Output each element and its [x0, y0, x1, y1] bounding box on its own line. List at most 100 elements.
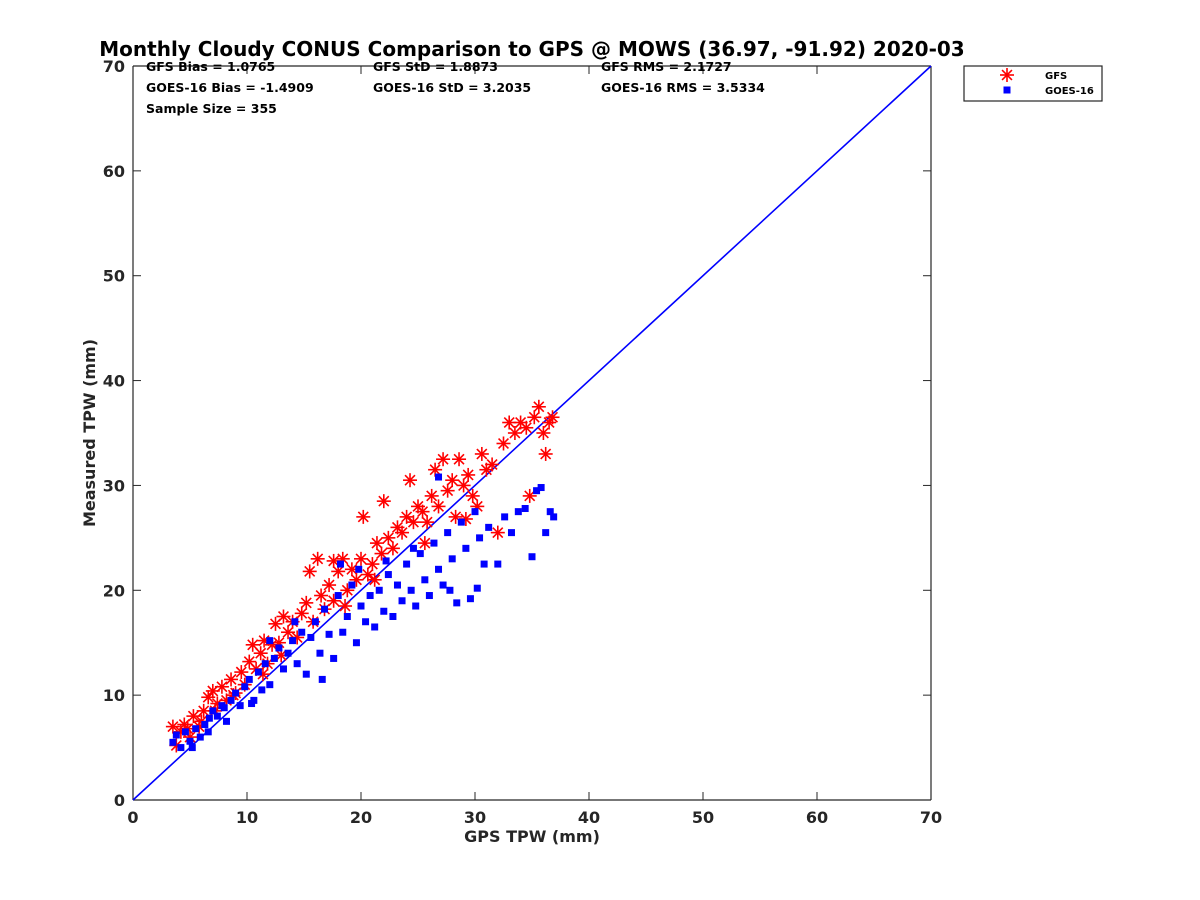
gfs-point [424, 488, 439, 503]
gfs-point [465, 488, 480, 503]
gfs-point [485, 457, 500, 472]
goes-16-point [192, 725, 200, 733]
goes-16-point [330, 654, 338, 662]
goes-16-point [316, 649, 324, 657]
stats-annotations: GFS Bias = 1.0765 GFS StD = 1.8873 GFS RMS… [146, 59, 765, 116]
goes-16-point [471, 508, 479, 516]
goes-16-point [537, 484, 545, 492]
gfs-point [322, 578, 337, 593]
x-tick-label: 10 [236, 808, 258, 827]
goes-16-point [334, 592, 342, 600]
goes-16-point [232, 689, 240, 697]
gfs-point [294, 606, 309, 621]
goes-16-point [201, 721, 209, 729]
goes-16-point [485, 523, 493, 531]
goes-16-point [266, 637, 274, 645]
goes-16-point [546, 508, 554, 516]
goes-16-point [284, 649, 292, 657]
y-tick-label: 20 [103, 581, 125, 600]
x-tick-label: 40 [578, 808, 600, 827]
goes-16-point [293, 660, 301, 668]
legend-goes-16-marker [1003, 86, 1011, 94]
y-tick-label: 70 [103, 57, 125, 76]
goes-16-point [355, 565, 363, 573]
goes-16-point [352, 639, 360, 647]
gfs-point [452, 452, 467, 467]
gfs-point [234, 665, 249, 680]
gfs-point [299, 595, 314, 610]
goes-16-point [380, 607, 388, 615]
gfs-point [214, 679, 229, 694]
goes-16-point [533, 487, 541, 495]
goes-16-point [444, 529, 452, 537]
goes-16-point [362, 618, 370, 626]
one-to-one-line [132, 65, 932, 801]
goes-16-point [227, 696, 235, 704]
goes-16-point [446, 586, 454, 594]
gfs-point [456, 478, 471, 493]
gfs-point [395, 525, 410, 540]
goes-16-point [550, 513, 558, 521]
goes-16-point [371, 623, 379, 631]
goes-16-point [528, 553, 536, 561]
gfs-point [376, 494, 391, 509]
goes-16-point [421, 576, 429, 584]
gfs-point [367, 572, 382, 587]
goes-16-point [186, 737, 194, 745]
goes-16-point [266, 681, 274, 689]
goes-16-point [298, 628, 306, 636]
legend: GFS GOES-16 [963, 65, 1103, 102]
x-tick-label: 20 [350, 808, 372, 827]
gfs-point [403, 473, 418, 488]
goes-16-point [270, 654, 278, 662]
gfs-point [502, 415, 517, 430]
y-tick-label: 0 [114, 791, 125, 810]
gfs-point [436, 452, 451, 467]
gfs-point [224, 672, 239, 687]
gfs-point [369, 536, 384, 551]
x-axis-label: GPS TPW (mm) [464, 827, 600, 846]
goes-16-point [480, 560, 488, 568]
goes-16-point [389, 613, 397, 620]
goes-16-point [311, 618, 319, 626]
legend-box [963, 65, 1103, 102]
goes-16-point [403, 560, 411, 568]
goes-16-point [220, 704, 228, 712]
reference-line-group [132, 65, 932, 801]
legend-gfs-marker [1000, 68, 1014, 82]
series-gfs [165, 399, 560, 753]
stat-text: GFS StD = 1.8873 [373, 59, 498, 74]
y-tick-label: 60 [103, 162, 125, 181]
goes-16-point [245, 675, 253, 683]
goes-16-point [494, 560, 502, 568]
gfs-point [186, 709, 201, 724]
goes-16-point [181, 728, 189, 736]
gfs-point [522, 488, 537, 503]
stat-text: GOES-16 StD = 3.2035 [373, 80, 531, 95]
gfs-point [314, 588, 329, 603]
goes-16-point [448, 555, 456, 563]
goes-16-point [307, 633, 315, 641]
gfs-point [431, 499, 446, 514]
y-axis-label: Measured TPW (mm) [80, 339, 99, 527]
goes-16-point [318, 675, 326, 683]
goes-16-point [291, 618, 299, 626]
goes-16-point [289, 637, 297, 645]
goes-16-point [435, 473, 443, 481]
goes-16-point [261, 660, 269, 668]
gfs-point [420, 515, 435, 530]
goes-16-point [321, 605, 329, 613]
stat-text: GFS Bias = 1.0765 [146, 59, 275, 74]
goes-16-point [241, 683, 249, 691]
x-tick-label: 70 [920, 808, 942, 827]
stat-text: Sample Size = 355 [146, 101, 277, 116]
gfs-point [253, 646, 268, 661]
goes-16-point [462, 544, 470, 552]
y-tick-label: 10 [103, 686, 125, 705]
goes-16-point [248, 700, 256, 708]
gfs-point [354, 551, 368, 566]
goes-16-point [196, 733, 204, 741]
goes-16-point [473, 584, 481, 592]
gfs-point [417, 536, 432, 551]
goes-16-point [430, 539, 438, 547]
